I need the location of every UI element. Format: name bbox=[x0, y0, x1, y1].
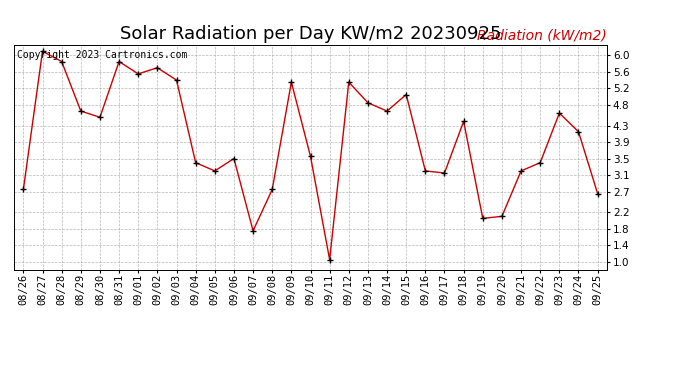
Text: Radiation (kW/m2): Radiation (kW/m2) bbox=[477, 29, 607, 43]
Text: Copyright 2023 Cartronics.com: Copyright 2023 Cartronics.com bbox=[17, 50, 187, 60]
Title: Solar Radiation per Day KW/m2 20230925: Solar Radiation per Day KW/m2 20230925 bbox=[120, 26, 501, 44]
